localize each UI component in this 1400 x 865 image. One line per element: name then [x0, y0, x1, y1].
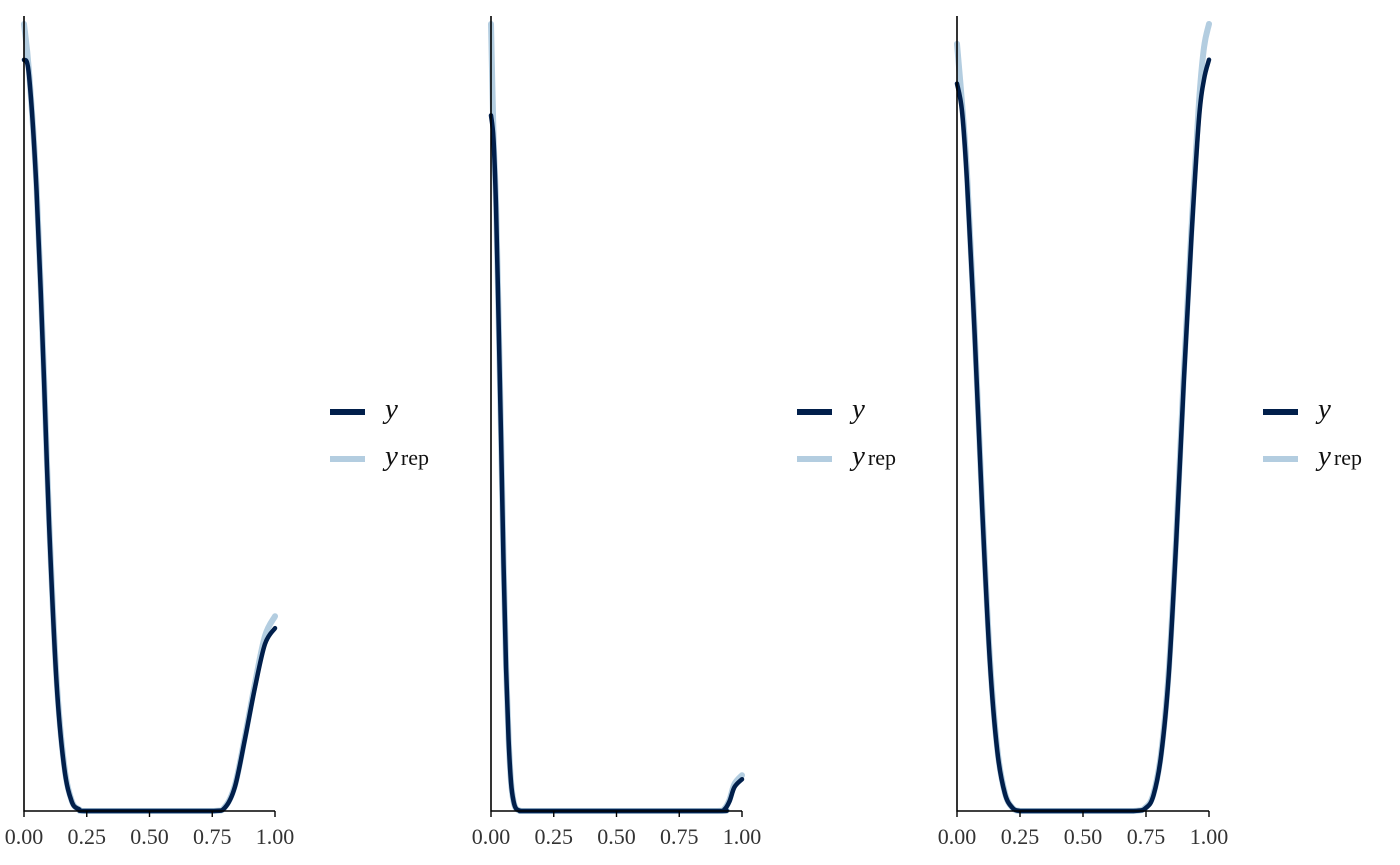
- legend-label-y: y: [1315, 393, 1331, 425]
- x-tick-label: 0.25: [1001, 824, 1040, 849]
- x-tick-label: 1.00: [1190, 824, 1229, 849]
- x-tick-label: 0.25: [535, 824, 574, 849]
- legend: y y rep: [330, 393, 429, 472]
- legend: y y rep: [1263, 393, 1362, 472]
- x-tick-label: 1.00: [723, 824, 762, 849]
- legend-label-y: y: [849, 393, 865, 425]
- panel-3: 0.00 0.25 0.50 0.75 1.00 y y rep: [938, 16, 1362, 849]
- x-tick-label: 0.00: [5, 824, 44, 849]
- x-tick-label: 0.75: [193, 824, 232, 849]
- x-tick-label: 0.25: [68, 824, 107, 849]
- x-tick-label: 0.75: [660, 824, 699, 849]
- panel-1: 0.00 0.25 0.50 0.75 1.00 y y rep: [5, 16, 429, 849]
- x-tick-label: 0.50: [597, 824, 636, 849]
- panel-2: 0.00 0.25 0.50 0.75 1.00 y y rep: [472, 16, 896, 849]
- legend-label-yrep: y rep: [849, 440, 896, 472]
- x-tick-label: 0.50: [130, 824, 169, 849]
- legend-label-yrep: y rep: [382, 440, 429, 472]
- x-tick-label: 1.00: [256, 824, 295, 849]
- series-line-y: [488, 113, 745, 814]
- legend-label-yrep: y rep: [1315, 440, 1362, 472]
- legend: y y rep: [797, 393, 896, 472]
- series-line-yrep: [21, 20, 278, 814]
- x-tick-label: 0.00: [938, 824, 977, 849]
- x-tick-label: 0.75: [1127, 824, 1166, 849]
- x-tick-label: 0.00: [472, 824, 511, 849]
- legend-label-y: y: [382, 393, 398, 425]
- series-line-yrep: [488, 20, 745, 815]
- series-line-yrep: [954, 20, 1212, 814]
- series-line-y: [21, 57, 278, 814]
- x-tick-label: 0.50: [1064, 824, 1103, 849]
